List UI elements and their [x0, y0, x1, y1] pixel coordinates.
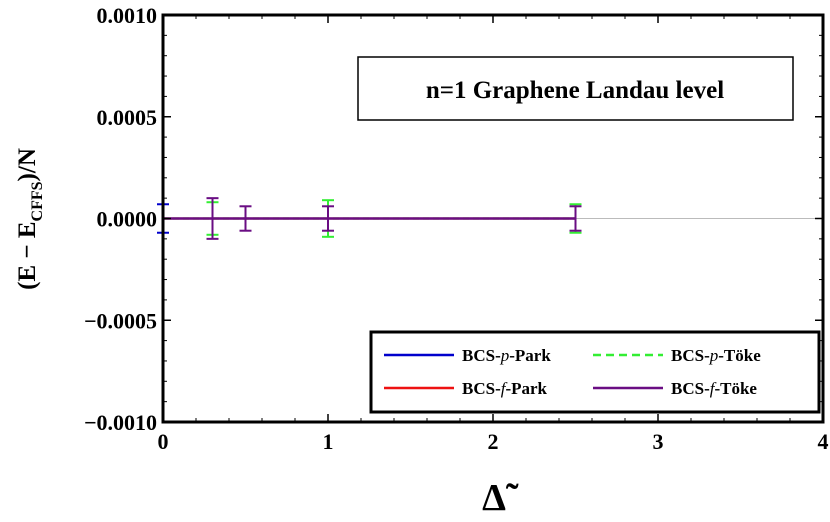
x-tick-label-1: 1 — [323, 429, 334, 454]
y-axis-title-sub: CFFS — [29, 181, 46, 221]
legend-label: BCS-f-Park — [462, 379, 548, 398]
errorbar-3-2 — [322, 205, 334, 232]
y-tick-label-0: 0.0010 — [97, 3, 158, 28]
errorbar-3-3 — [569, 205, 582, 232]
legend-label: BCS-p-Töke — [671, 346, 761, 365]
x-tick-label-0: 0 — [158, 429, 169, 454]
y-axis-title: (E − ECFFS)/N — [14, 148, 46, 290]
axes-layer: 0 1 2 3 4 0.0010 0.0005 0.0000 −0.0005 −0.0010 — [84, 3, 829, 454]
legend-item-1: BCS-p-Töke — [593, 346, 761, 365]
svg-text:(E − ECFFS)/N: (E − ECFFS)/N — [14, 148, 46, 290]
y-axis-title-tail: )/N — [14, 148, 41, 181]
y-tick-label-3: −0.0005 — [84, 308, 157, 333]
x-tick-label-3: 3 — [653, 429, 664, 454]
plot-layer — [157, 197, 823, 240]
legend: BCS-p-Park BCS-p-Töke BCS-f-Park BCS-f-Töke — [369, 330, 821, 414]
y-tick-label-4: −0.0010 — [84, 410, 157, 435]
legend-item-2: BCS-f-Park — [384, 379, 548, 398]
x-tick-label-4: 4 — [818, 429, 829, 454]
x-axis-title: Δ̃ — [482, 477, 519, 519]
legend-item-3: BCS-f-Töke — [593, 379, 757, 398]
chart-title: n=1 Graphene Landau level — [426, 77, 724, 104]
errorbar-3-0 — [206, 197, 219, 240]
errorbar-3-1 — [239, 205, 252, 232]
y-tick-label-1: 0.0005 — [97, 105, 158, 130]
legend-label: BCS-p-Park — [462, 346, 551, 365]
y-axis-title-main: (E − E — [14, 221, 41, 289]
chart-title-box: n=1 Graphene Landau level — [357, 56, 794, 121]
y-tick-label-2: 0.0000 — [97, 207, 158, 232]
x-tick-label-2: 2 — [488, 429, 499, 454]
legend-label: BCS-f-Töke — [671, 379, 757, 398]
legend-item-0: BCS-p-Park — [384, 346, 551, 365]
